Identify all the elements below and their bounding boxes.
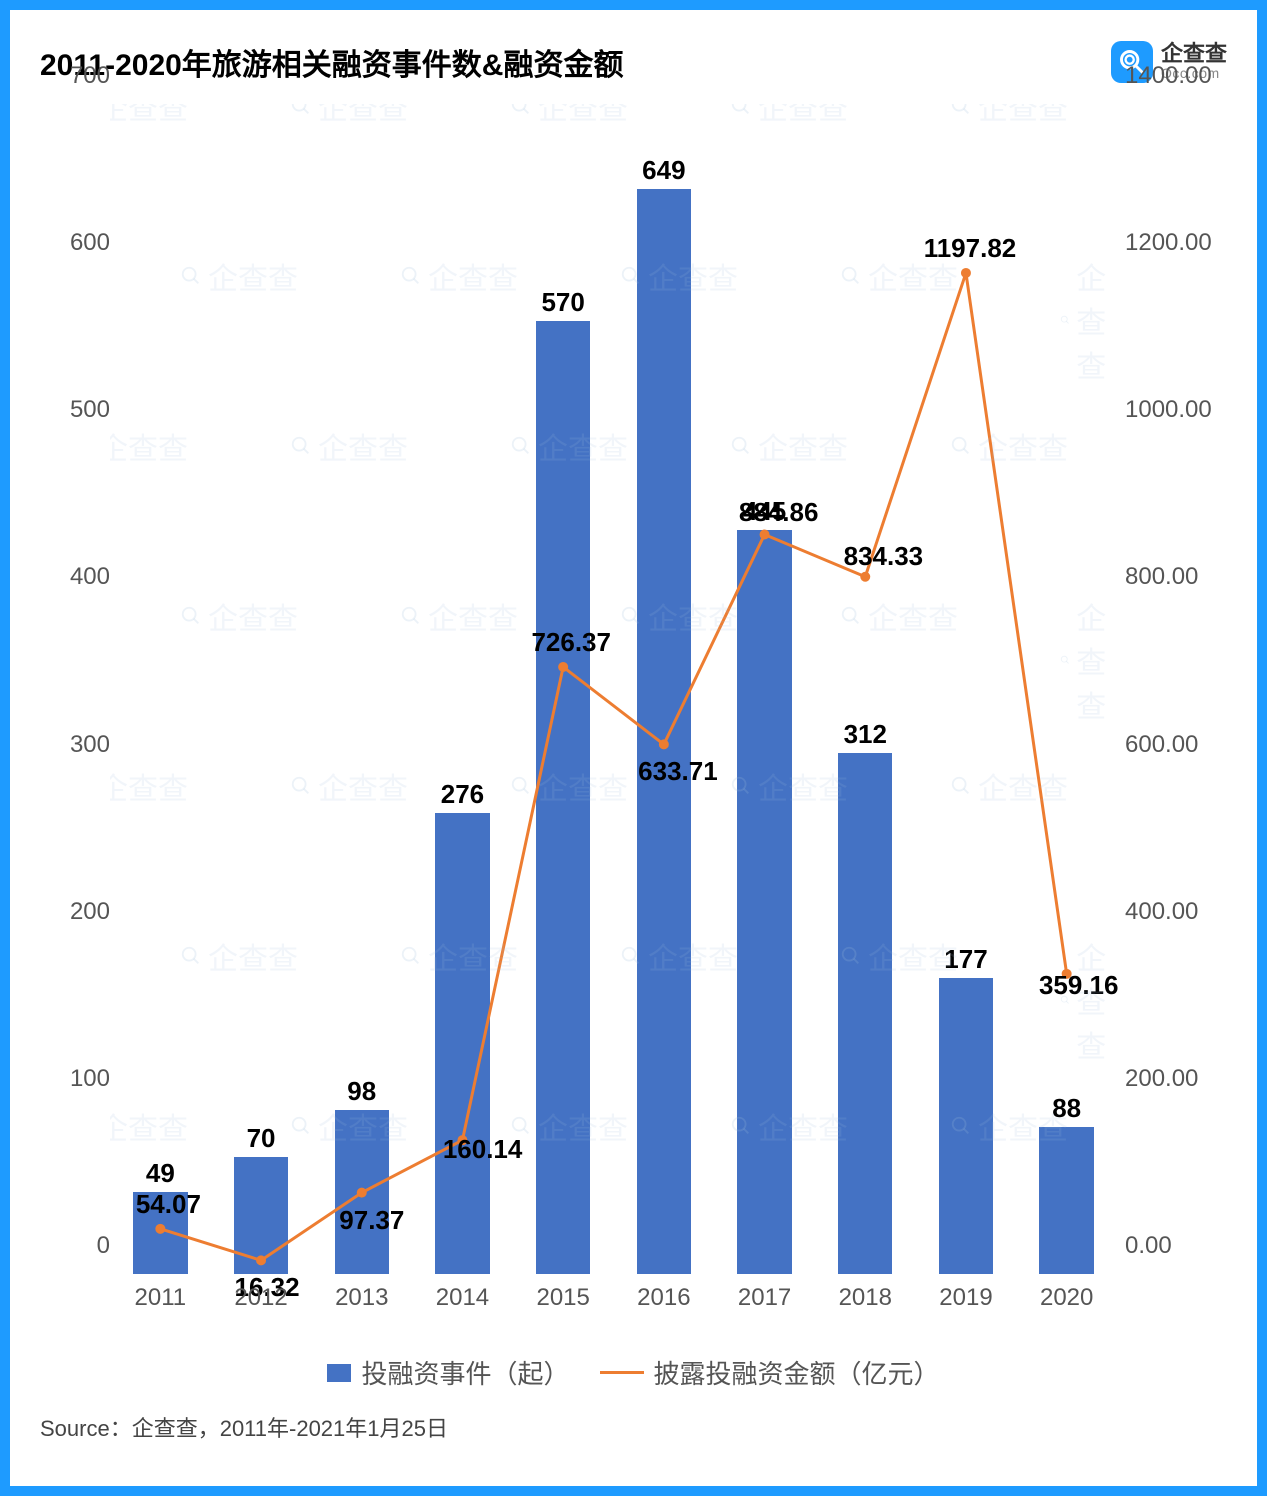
right-y-axis: 0.00200.00400.00600.00800.001000.001200.… [1117,104,1227,1274]
watermark: 企查查 [840,594,958,638]
y2-tick: 600.00 [1125,731,1235,759]
y1-tick: 100 [40,1065,110,1093]
legend-line: 披露投融资金额（亿元） [600,1354,940,1391]
x-tick: 2014 [412,1274,513,1334]
source-caption: Source：企查查，2011年-2021年1月25日 [40,1411,1227,1443]
watermark: 企查查 [400,934,518,978]
watermark: 企查查 [950,764,1068,808]
y1-tick: 300 [40,731,110,759]
y1-tick: 200 [40,898,110,926]
header: 2011-2020年旅游相关融资事件数&融资金额 企查查 Qcc.com [40,40,1227,84]
watermark: 企查查 [290,1104,408,1148]
y2-tick: 0.00 [1125,1232,1235,1260]
watermark: 企查查 [110,764,188,808]
y1-tick: 0 [40,1232,110,1260]
watermark: 企查查 [110,424,188,468]
watermark: 企查查 [510,1104,628,1148]
x-tick: 2015 [513,1274,614,1334]
watermark: 企查查 [840,934,958,978]
watermark: 企查查 [180,934,298,978]
x-tick: 2019 [916,1274,1017,1334]
legend-line-label: 披露投融资金额（亿元） [654,1354,940,1391]
watermark: 企查查 [730,424,848,468]
legend-bar-label: 投融资事件（起） [361,1354,569,1391]
watermark: 企查查 [620,934,738,978]
watermark: 企查查 [950,424,1068,468]
watermark: 企查查 [730,104,848,128]
watermark: 企查查 [510,424,628,468]
x-tick: 2017 [714,1274,815,1334]
y1-tick: 700 [40,62,110,90]
chart-area: 0100200300400500600700 0.00200.00400.006… [40,104,1227,1334]
watermark: 企查查 [620,594,738,638]
watermark: 企查查 [950,104,1068,128]
x-tick: 2011 [110,1274,211,1334]
y2-tick: 1200.00 [1125,229,1235,257]
y2-tick: 1400.00 [1125,62,1235,90]
watermark: 企查查 [180,254,298,298]
y2-tick: 1000.00 [1125,396,1235,424]
legend-bar: 投融资事件（起） [327,1354,569,1391]
watermark: 企查查 [730,764,848,808]
watermark: 企查查 [180,594,298,638]
bar-swatch-icon [327,1364,351,1382]
y2-tick: 400.00 [1125,898,1235,926]
y1-tick: 400 [40,563,110,591]
x-tick: 2012 [211,1274,312,1334]
x-tick: 2013 [311,1274,412,1334]
y2-tick: 800.00 [1125,563,1235,591]
watermark: 企查查 [290,104,408,128]
x-tick: 2016 [614,1274,715,1334]
x-axis: 2011201220132014201520162017201820192020 [110,1274,1117,1334]
watermark: 企查查 [1060,594,1117,726]
line-swatch-icon [600,1371,644,1374]
watermark: 企查查 [510,104,628,128]
watermark: 企查查 [730,1104,848,1148]
legend: 投融资事件（起） 披露投融资金额（亿元） [40,1354,1227,1391]
watermark: 企查查 [400,254,518,298]
watermark: 企查查 [400,594,518,638]
watermark: 企查查 [620,254,738,298]
watermark: 企查查 [290,424,408,468]
watermark: 企查查 [950,1104,1068,1148]
watermark: 企查查 [110,1104,188,1148]
left-y-axis: 0100200300400500600700 [40,104,110,1274]
y1-tick: 600 [40,229,110,257]
y2-tick: 200.00 [1125,1065,1235,1093]
x-tick: 2020 [1016,1274,1117,1334]
watermark: 企查查 [510,764,628,808]
watermark: 企查查 [1060,254,1117,386]
watermark: 企查查 [1060,934,1117,1066]
watermark: 企查查 [110,104,188,128]
plot-area: 49709827657064944531217788 54.0716.3297.… [110,104,1117,1274]
watermark: 企查查 [290,764,408,808]
x-tick: 2018 [815,1274,916,1334]
chart-title: 2011-2020年旅游相关融资事件数&融资金额 [40,40,623,84]
watermark: 企查查 [840,254,958,298]
chart-frame: 2011-2020年旅游相关融资事件数&融资金额 企查查 Qcc.com 0 10… [0,0,1267,1496]
y1-tick: 500 [40,396,110,424]
